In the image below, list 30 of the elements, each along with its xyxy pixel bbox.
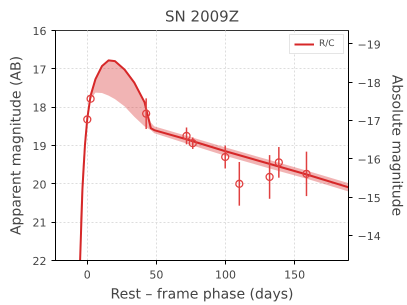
x-tick-label: 50 (149, 268, 164, 282)
y-tick-label: 20 (32, 178, 47, 192)
y2-tick-label: −19 (358, 38, 381, 52)
legend-label: R/C (319, 39, 336, 49)
point (235, 180, 244, 188)
point (274, 158, 283, 167)
chart-title: SN 2009Z (165, 8, 239, 26)
y-tick-label: 16 (32, 25, 47, 38)
point (302, 170, 311, 178)
y2-tick-label: −14 (358, 230, 381, 244)
y2-axis-title: Absolute magnitude (388, 74, 405, 216)
point (265, 172, 274, 182)
y2-tick-label: −16 (358, 153, 381, 166)
x-axis-title: Rest – frame phase (days) (110, 286, 294, 302)
y-tick-label: 17 (32, 63, 47, 76)
x-tick-label: 100 (214, 268, 236, 282)
y2-tick-label: −15 (358, 192, 381, 205)
y2-tick-label: −17 (358, 115, 381, 128)
point (83, 115, 92, 124)
point (86, 94, 95, 103)
point (221, 152, 230, 162)
y-tick-label: 22 (32, 255, 47, 268)
y-tick-label: 18 (32, 102, 47, 115)
y2-tick-label: −18 (358, 76, 381, 90)
y-tick-label: 21 (32, 216, 47, 230)
point (142, 110, 150, 118)
x-tick-label: 0 (84, 268, 91, 282)
x-tick-label: 150 (284, 268, 306, 282)
y-axis-title: Apparent magnitude (AB) (8, 56, 25, 236)
y-tick-label: 19 (32, 140, 47, 153)
